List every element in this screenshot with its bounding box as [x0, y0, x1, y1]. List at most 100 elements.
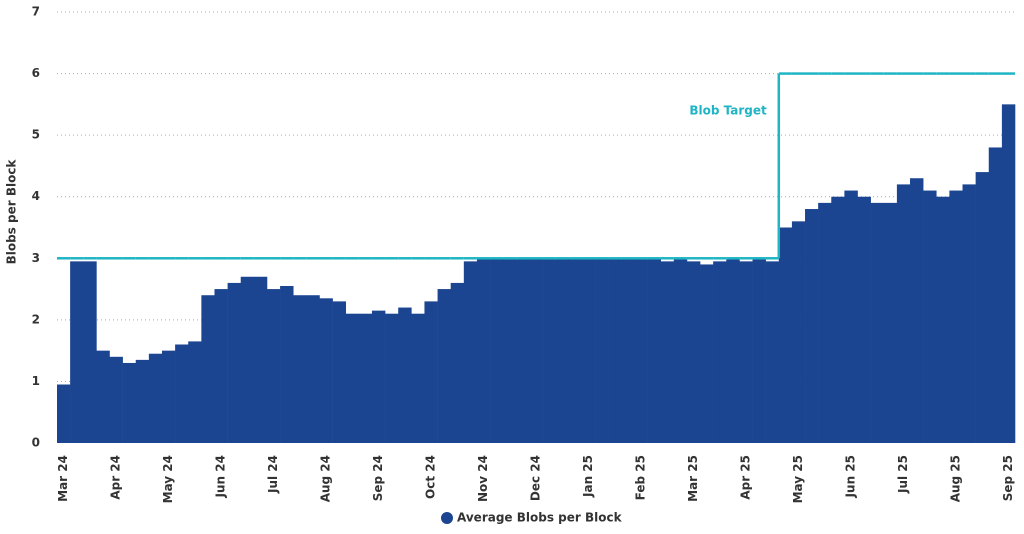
bar [266, 289, 281, 443]
bar [503, 259, 517, 443]
bar [883, 202, 898, 443]
bar [122, 362, 137, 443]
x-tick-label: Jun 24 [214, 455, 228, 498]
bar [765, 261, 780, 443]
bar [870, 202, 885, 443]
bar [490, 258, 504, 443]
bar [57, 384, 71, 443]
legend-label: Average Blobs per Block [457, 511, 623, 525]
y-tick-label: 5 [32, 128, 40, 142]
bar [188, 341, 202, 443]
x-tick-label: Oct 24 [424, 455, 438, 499]
x-tick-label: Apr 24 [109, 455, 123, 500]
bar [424, 301, 438, 443]
x-tick-label: Sep 24 [371, 455, 385, 501]
x-tick-label: Feb 25 [633, 455, 647, 500]
bar [476, 258, 491, 443]
x-tick-label: Nov 24 [476, 455, 490, 502]
y-tick-label: 1 [32, 374, 40, 388]
bar [148, 353, 163, 443]
bar [555, 258, 570, 443]
x-tick-label: Jun 25 [843, 455, 857, 498]
y-tick-label: 6 [32, 66, 40, 80]
bar [253, 276, 268, 443]
bar [923, 190, 937, 443]
bar [910, 178, 924, 443]
x-tick-label: Sep 25 [1001, 455, 1015, 501]
bar [988, 147, 1003, 443]
bar [516, 258, 530, 443]
bar [739, 261, 753, 443]
x-tick-label: Mar 25 [686, 455, 700, 502]
bar [135, 359, 150, 443]
x-tick-label: Apr 25 [738, 455, 752, 500]
bar [542, 259, 556, 443]
x-tick-label: Jul 25 [896, 455, 910, 494]
x-tick-label: Aug 25 [948, 455, 962, 502]
bar [345, 313, 360, 443]
bar [686, 261, 701, 443]
bar [371, 310, 386, 443]
bar [83, 261, 97, 443]
y-tick-label: 0 [32, 436, 40, 450]
bar [896, 184, 911, 443]
x-tick-label: Aug 24 [319, 455, 333, 502]
x-tick-label: Mar 24 [56, 455, 70, 502]
bar [385, 313, 399, 443]
x-tick-label: May 24 [161, 455, 175, 503]
bar [398, 307, 412, 443]
x-tick-label: May 25 [791, 455, 805, 503]
bar [844, 190, 858, 443]
bar [109, 356, 123, 443]
y-tick-label: 3 [32, 251, 40, 265]
bar [595, 258, 609, 443]
bar [214, 289, 228, 443]
bar [647, 258, 661, 443]
bar [621, 258, 635, 443]
y-axis-label: Blobs per Block [5, 159, 19, 265]
bar [818, 202, 832, 443]
bar [358, 313, 373, 443]
bar [529, 258, 543, 443]
bar [752, 259, 766, 443]
bar [280, 285, 294, 443]
bar [581, 258, 596, 443]
x-tick-label: Jan 25 [581, 455, 595, 498]
bar [70, 261, 84, 443]
bar [175, 344, 189, 443]
bar [831, 196, 845, 443]
bar [411, 313, 425, 443]
line-annotation: Blob Target [689, 103, 767, 117]
bar [201, 295, 215, 443]
bar [634, 259, 648, 443]
bar [805, 209, 819, 443]
bar [161, 350, 176, 443]
bar [713, 261, 727, 443]
bar [700, 264, 714, 443]
bar [791, 221, 806, 443]
bar [975, 172, 990, 444]
x-tick-label: Dec 24 [529, 455, 543, 501]
bar [332, 301, 347, 443]
y-tick-label: 4 [32, 189, 40, 203]
bar [568, 258, 583, 443]
bar [240, 276, 255, 443]
bar [1001, 104, 1016, 443]
bar [962, 184, 976, 443]
bar [319, 298, 333, 443]
bar [227, 282, 242, 443]
bar [608, 259, 622, 443]
bar [660, 261, 675, 443]
x-tick-label: Jul 24 [266, 455, 280, 494]
bar [306, 295, 320, 443]
bar [936, 196, 950, 443]
bar [437, 289, 451, 443]
bar [463, 261, 478, 443]
y-tick-label: 7 [32, 5, 40, 19]
bar [673, 259, 688, 443]
bar [96, 350, 110, 443]
bar [293, 295, 307, 443]
y-tick-label: 2 [32, 312, 40, 326]
bar [726, 259, 740, 443]
